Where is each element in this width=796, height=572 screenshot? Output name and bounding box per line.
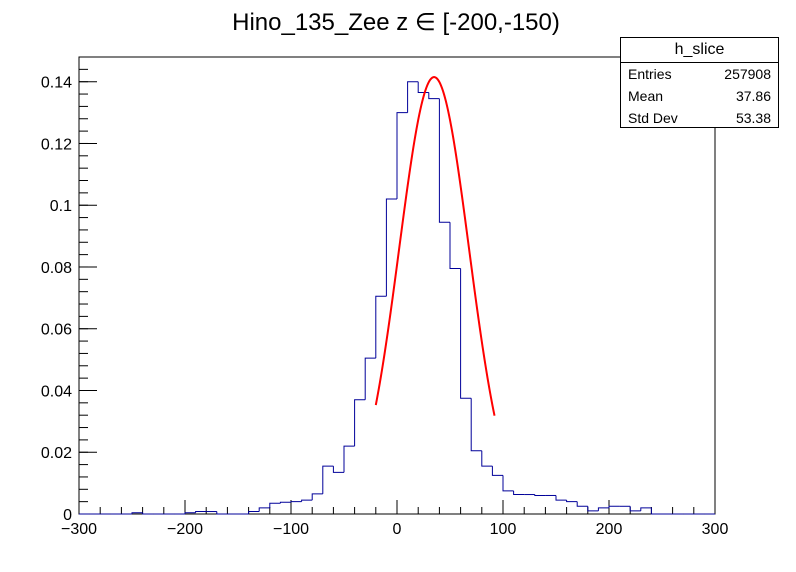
histogram-bin bbox=[449, 222, 461, 270]
histogram-bin bbox=[629, 506, 641, 512]
histogram-bin bbox=[385, 198, 397, 297]
histogram-bin bbox=[375, 295, 387, 359]
fit-curve bbox=[374, 76, 496, 416]
x-tick-label: −100 bbox=[273, 521, 309, 538]
histogram-bin bbox=[513, 490, 525, 496]
x-tick-label: 300 bbox=[702, 521, 729, 538]
histogram-bin bbox=[608, 505, 620, 508]
y-tick-label: 0.1 bbox=[50, 198, 72, 215]
stats-row-stddev: Std Dev 53.38 bbox=[621, 107, 778, 129]
histogram-bin bbox=[311, 493, 323, 501]
histogram-bin bbox=[184, 512, 196, 514]
histogram-bin bbox=[290, 501, 302, 503]
y-tick-label: 0.14 bbox=[41, 75, 72, 92]
y-tick-label: 0.04 bbox=[41, 383, 72, 400]
histogram-bin bbox=[354, 399, 366, 447]
histogram-bin bbox=[216, 511, 228, 515]
stats-row-mean: Mean 37.86 bbox=[621, 85, 778, 107]
histogram-bin bbox=[301, 499, 313, 502]
histogram-bin bbox=[364, 357, 376, 400]
histogram-bin bbox=[566, 500, 578, 503]
stats-value-entries: 257908 bbox=[724, 66, 771, 82]
histogram-bin bbox=[142, 512, 154, 515]
stats-value-stddev: 53.38 bbox=[735, 110, 771, 126]
y-axis: 0 0.02 0.04 0.06 0.08 0.1 0.12 0.14 bbox=[41, 56, 97, 524]
fit-curve-series bbox=[374, 76, 496, 416]
stats-title: h_slice bbox=[621, 38, 778, 63]
stats-value-mean: 37.86 bbox=[735, 88, 771, 104]
histogram-bin bbox=[343, 445, 355, 473]
stats-box: h_slice Entries 257908 Mean 37.86 Std De… bbox=[620, 37, 779, 128]
stats-label-stddev: Std Dev bbox=[628, 110, 678, 126]
histogram-bin bbox=[597, 507, 609, 511]
y-tick-label: 0 bbox=[63, 507, 72, 524]
histogram-bin bbox=[407, 81, 419, 113]
histogram-bin bbox=[269, 502, 281, 508]
histogram-bin bbox=[491, 466, 503, 476]
y-tick-label: 0.08 bbox=[41, 260, 72, 277]
x-tick-label: −200 bbox=[167, 521, 203, 538]
x-tick-label: 200 bbox=[596, 521, 623, 538]
histogram-bin bbox=[470, 398, 482, 452]
histogram-bin bbox=[279, 501, 291, 504]
x-tick-label: 100 bbox=[490, 521, 517, 538]
x-tick-label: 0 bbox=[393, 521, 402, 538]
y-tick-label: 0.02 bbox=[41, 445, 72, 462]
histogram-bin bbox=[438, 98, 450, 223]
stats-label-entries: Entries bbox=[628, 66, 672, 82]
stats-label-mean: Mean bbox=[628, 88, 664, 104]
histogram-bin bbox=[258, 507, 270, 512]
histogram-bin bbox=[640, 507, 652, 511]
histogram-bin bbox=[576, 501, 588, 507]
histogram-bin bbox=[248, 511, 260, 514]
x-tick-label: −300 bbox=[61, 521, 97, 538]
chart-title: Hino_135_Zee z ∈ [-200,-150) bbox=[232, 9, 560, 36]
histogram-bin bbox=[131, 512, 143, 514]
histogram-bin bbox=[650, 507, 662, 515]
histogram-bin bbox=[460, 268, 472, 399]
histogram-bin bbox=[587, 506, 599, 512]
stats-row-entries: Entries 257908 bbox=[621, 63, 778, 85]
histogram-bin bbox=[322, 465, 334, 494]
histogram-bin bbox=[396, 112, 408, 200]
y-tick-label: 0.06 bbox=[41, 322, 72, 339]
histogram-bin bbox=[502, 475, 514, 492]
histogram-bin bbox=[481, 450, 493, 467]
histogram-bin bbox=[555, 495, 567, 501]
y-tick-label: 0.12 bbox=[41, 136, 72, 153]
histogram-bin bbox=[195, 511, 207, 513]
histogram-bin bbox=[332, 466, 344, 473]
histogram-series bbox=[79, 81, 715, 515]
x-axis: −300 −200 −100 0 100 200 300 bbox=[61, 500, 728, 538]
histogram-bin bbox=[534, 494, 546, 496]
histogram-bin bbox=[428, 92, 440, 100]
